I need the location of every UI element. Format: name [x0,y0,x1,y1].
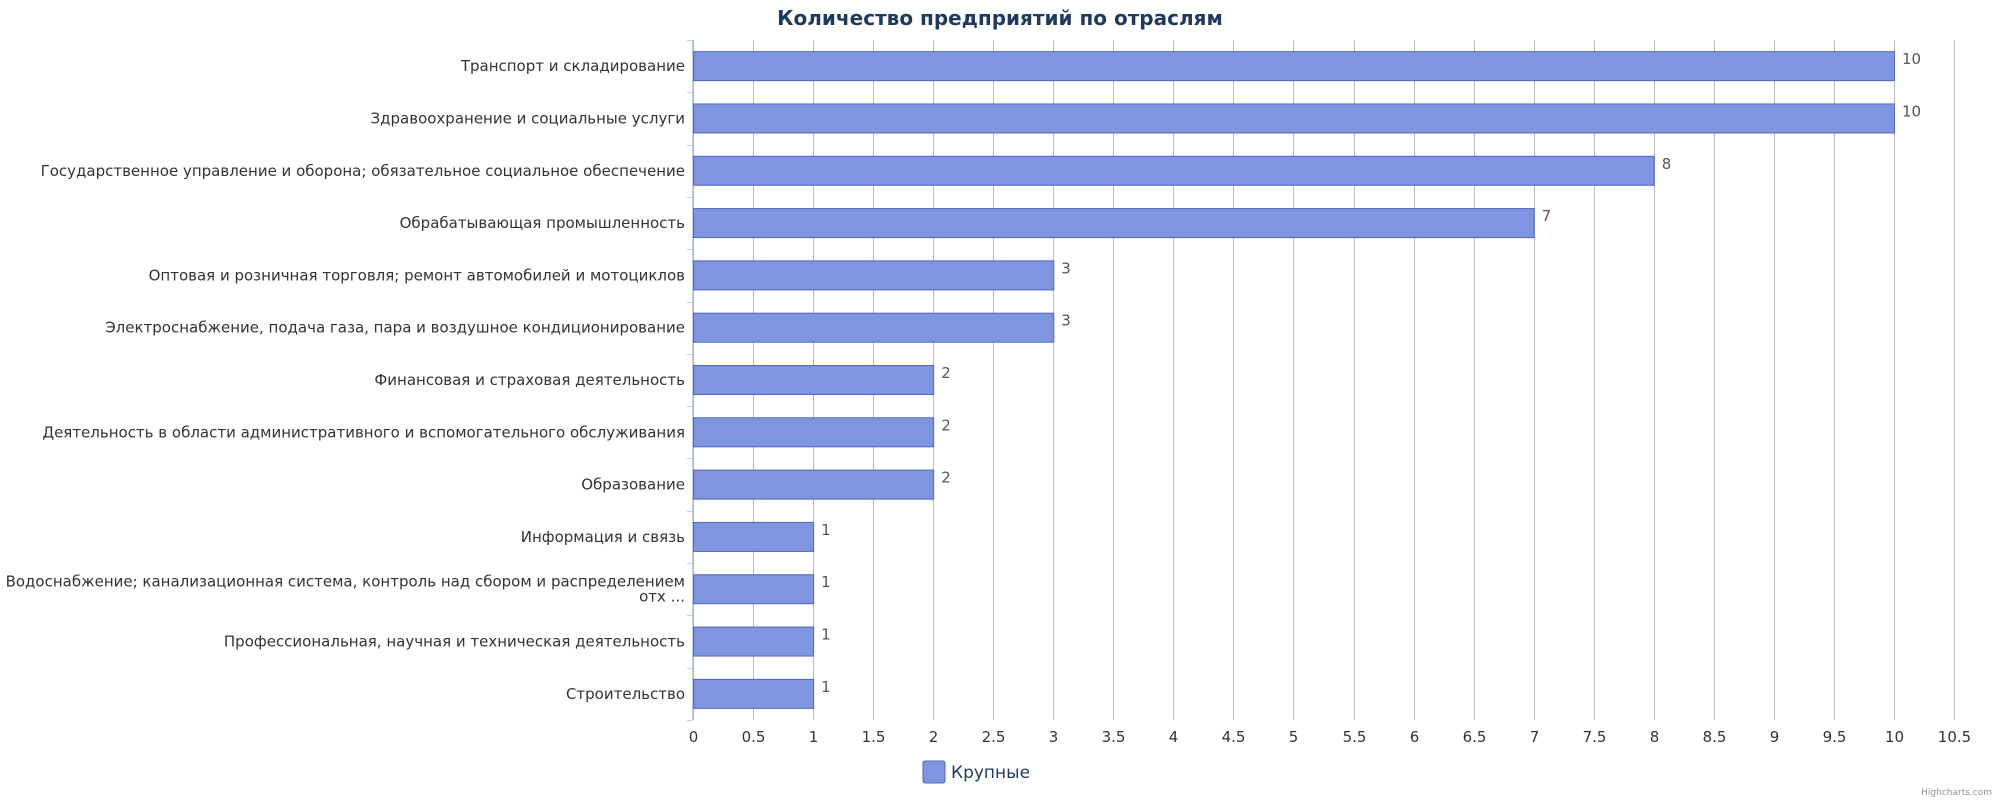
x-tick-label: 7.5 [1583,728,1607,746]
category-label: Профессиональная, научная и техническая … [224,633,685,651]
category-label: Водоснабжение; канализационная система, … [6,573,685,591]
x-tick-label: 10 [1885,728,1904,746]
data-label: 2 [941,364,951,382]
category-label: Информация и связь [521,528,685,546]
x-tick-label: 10.5 [1938,728,1971,746]
bars [693,51,1895,709]
category-label: Оптовая и розничная торговля; ремонт авт… [149,266,685,284]
category-label: отх ... [639,588,685,606]
chart-title: Количество предприятий по отраслям [777,6,1223,30]
category-label: Здравоохранение и социальные услуги [371,109,685,127]
category-labels: Транспорт и складирование Здравоохранение… [6,57,685,703]
x-tick-label: 8 [1650,728,1660,746]
bar[interactable] [693,51,1895,82]
data-label: 2 [941,416,951,434]
category-label: Обрабатывающая промышленность [400,214,685,232]
x-tick-label: 4.5 [1222,728,1246,746]
x-tick-label: 7 [1530,728,1540,746]
bar[interactable] [693,365,935,395]
data-label: 8 [1662,155,1672,173]
credits[interactable]: Highcharts.com [1921,788,1992,798]
x-tick-label: 2 [929,728,939,746]
x-tick-label: 5 [1289,728,1299,746]
bar[interactable] [693,312,1055,343]
bar[interactable] [693,469,935,500]
category-label: Образование [581,476,685,494]
legend-label-krupnye[interactable]: Крупные [951,763,1030,783]
category-label: Государственное управление и оборона; об… [41,162,685,180]
bar[interactable] [693,417,935,448]
x-tick-label: 8.5 [1703,728,1727,746]
x-tick-label: 4 [1169,728,1179,746]
grid-lines [687,40,1955,721]
category-label: Электроснабжение, подача газа, пара и во… [105,319,685,337]
x-tick-label: 1.5 [862,728,886,746]
x-tick-label: 9 [1770,728,1780,746]
category-label: Деятельность в области административного… [42,423,685,441]
x-tick-label: 6.5 [1463,728,1487,746]
x-tick-label: 3.5 [1102,728,1126,746]
data-label: 10 [1902,50,1921,68]
data-label: 7 [1542,207,1552,225]
data-label: 3 [1061,312,1071,330]
data-label: 10 [1902,102,1921,120]
data-label: 2 [941,469,951,487]
data-label: 1 [821,521,831,539]
x-tick-label: 6 [1410,728,1420,746]
bar[interactable] [693,521,815,552]
legend[interactable]: Крупные [922,760,1030,784]
bar[interactable] [693,626,815,657]
bar[interactable] [693,260,1055,291]
x-tick-label: 1 [809,728,819,746]
x-tick-label: 2.5 [982,728,1006,746]
category-label: Строительство [566,685,685,703]
x-tick-label: 9.5 [1823,728,1847,746]
bar[interactable] [693,155,1655,186]
x-tick-label: 5.5 [1343,728,1367,746]
x-tick-label: 0 [689,728,699,746]
x-axis-tick-labels: 0 0.5 1 1.5 2 2.5 3 3.5 4 4.5 5 5.5 6 6.5 7 7.5 8 8.5 9 9.5… [689,728,1971,746]
bar[interactable] [693,574,815,605]
category-label: Транспорт и складирование [460,57,685,75]
bar[interactable] [693,678,815,709]
bar[interactable] [693,208,1535,239]
data-labels: 10 10 8 7 3 3 2 2 2 1 1 1 1 [821,50,1921,696]
x-tick-label: 3 [1049,728,1059,746]
legend-swatch-krupnye[interactable] [922,760,946,784]
data-label: 1 [821,573,831,591]
data-label: 3 [1061,259,1071,277]
data-label: 1 [821,626,831,644]
data-label: 1 [821,678,831,696]
bar[interactable] [693,103,1895,134]
category-label: Финансовая и страховая деятельность [374,371,685,389]
x-tick-label: 0.5 [742,728,766,746]
